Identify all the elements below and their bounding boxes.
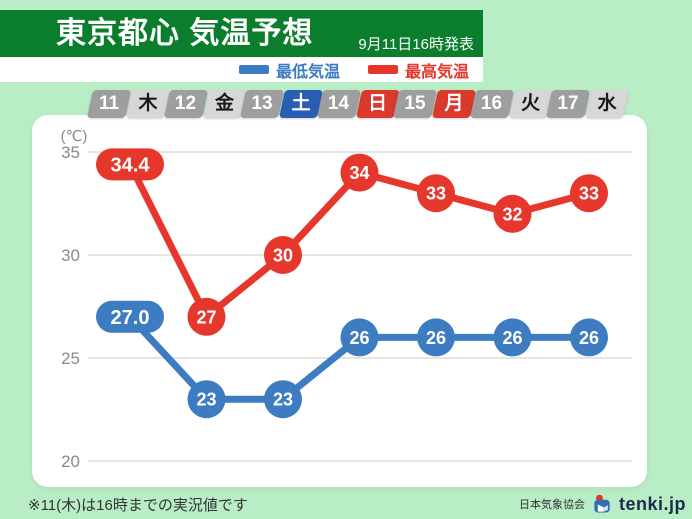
min-temp-point-5-label: 26 [502,328,522,348]
weekday-chip-14-label: 日 [367,93,387,114]
max-temp-point-1 [187,297,226,336]
min-temp-point-2-label: 23 [273,390,293,410]
min-temp-point-3-label: 26 [349,328,369,348]
weekday-chip-12-label: 金 [214,93,234,114]
weekday-chip-17-label: 水 [597,93,617,114]
max-temp-point-4 [417,174,455,213]
max-temp-swatch [367,65,398,74]
weekday-chip-16-label: 火 [520,93,540,114]
min-temp-point-0 [96,300,164,333]
y-tick-35: 35 [61,143,80,162]
date-chip-15: 15 [396,90,434,118]
max-temp-point-6-label: 33 [579,184,599,204]
max-temp-point-5 [493,194,532,233]
min-temp-point-2 [264,380,302,419]
date-chip-12: 12 [167,90,205,118]
min-temp-point-0-label: 27.0 [111,307,150,329]
date-chip-17-label: 17 [557,93,579,114]
weekday-chip-11: 木 [129,90,167,118]
weekday-chip-11-label: 木 [138,93,158,114]
brand-block: 日本気象協会 tenki.jp [519,492,686,516]
min-temp-point-4-label: 26 [426,328,446,348]
max-temp-point-2 [264,236,302,274]
weekday-chip-12: 金 [206,90,244,118]
max-temp-point-0 [96,148,164,181]
y-axis-unit: (℃) [61,128,88,145]
max-temp-point-6 [570,174,608,213]
weekday-chip-17: 水 [588,90,626,118]
date-chip-12-label: 12 [174,93,197,114]
max-temp-point-4-label: 33 [426,184,446,204]
weekday-chip-14: 日 [359,90,397,118]
page-title: 東京都心 気温予想 [56,17,314,50]
y-tick-30: 30 [61,246,80,265]
date-chip-11-label: 11 [98,93,120,114]
max-temp-point-3-label: 34 [349,163,369,183]
max-temp-point-1-label: 27 [196,307,216,327]
chart-card: (℃) 35 30 25 20 34.4 27 30 34 33 32 33 27.0 23 23 26 26 2… [32,115,647,487]
min-temp-point-6 [570,318,608,357]
weekday-chip-15-label: 月 [444,93,464,114]
tenki-logo-icon [594,494,610,513]
weekday-chip-13: 土 [282,90,320,118]
date-chip-17: 17 [549,90,587,118]
brand-name: tenki.jp [618,493,686,514]
legend-min-temp: 最低気温 [238,58,340,82]
temperature-chart: (℃)35 30 25 20 34.4 27 30 34 33 32 33 27.0 23 23 26 26 2… [61,128,632,471]
min-temp-point-1 [187,380,226,419]
y-tick-25: 25 [61,349,80,368]
min-temp-point-4 [417,318,455,357]
min-temp-point-1-label: 23 [196,390,216,410]
legend-max-temp: 最高気温 [367,58,469,82]
date-chip-14: 14 [320,90,358,118]
min-temp-swatch [238,65,269,74]
max-temp-point-0-label: 34.4 [111,154,151,176]
date-axis: 11 木 12 金 13 土 14 日 15 月 16 火 17 水 [0,90,692,118]
date-chip-15-label: 15 [404,93,426,114]
y-tick-20: 20 [61,452,80,471]
agency-name: 日本気象協会 [518,499,585,511]
date-chip-16-label: 16 [480,93,503,114]
chart-legend: 最低気温 最高気温 [0,57,483,82]
title-banner: 東京都心 気温予想 9月11日16時発表 [0,10,483,57]
date-chip-11: 11 [90,90,128,118]
date-chip-16: 16 [473,90,511,118]
weekday-chip-16: 火 [512,90,550,118]
date-chip-14-label: 14 [327,93,350,114]
date-chip-13-label: 13 [251,93,273,114]
min-temp-point-5 [493,318,532,357]
weekday-chip-15: 月 [435,90,473,118]
legend-max-label: 最高気温 [404,63,469,81]
min-temp-point-3 [340,318,379,357]
max-temp-point-3 [340,153,379,192]
date-chip-13: 13 [243,90,281,118]
footnote: ※11(木)は16時までの実況値です [28,497,248,514]
max-temp-point-5-label: 32 [502,204,522,224]
legend-min-label: 最低気温 [275,63,340,81]
min-temp-point-6-label: 26 [579,328,599,348]
release-time: 9月11日16時発表 [358,36,474,53]
max-temp-point-2-label: 30 [273,246,293,266]
weekday-chip-13-label: 土 [291,93,311,114]
